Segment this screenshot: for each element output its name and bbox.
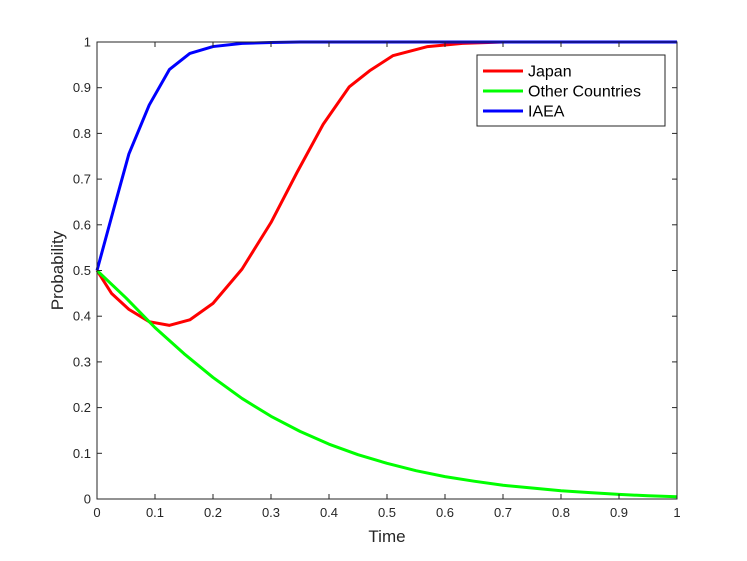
x-axis-label: Time — [368, 527, 405, 546]
y-tick-label: 0.8 — [73, 126, 91, 141]
legend-label-other-countries: Other Countries — [528, 84, 641, 101]
y-tick-label: 0 — [84, 492, 91, 507]
y-tick-label: 0.3 — [73, 354, 91, 369]
y-axis-label: Probability — [48, 230, 67, 310]
y-tick-label: 0.9 — [73, 80, 91, 95]
x-tick-label: 0 — [93, 505, 100, 520]
x-tick-label: 0.2 — [204, 505, 222, 520]
x-tick-label: 0.4 — [320, 505, 338, 520]
y-tick-label: 0.6 — [73, 217, 91, 232]
x-tick-label: 0.8 — [552, 505, 570, 520]
y-tick-label: 0.7 — [73, 172, 91, 187]
y-tick-label: 0.5 — [73, 263, 91, 278]
ticks-layer: 0 0.1 0.2 0.3 0.4 0.5 0.6 0.7 0.8 0.9 1 0 0.1 0.2 0.3 0… — [73, 35, 681, 521]
legend-label-iaea: IAEA — [528, 104, 565, 121]
x-tick-label: 0.1 — [146, 505, 164, 520]
x-tick-label: 0.5 — [378, 505, 396, 520]
y-tick-label: 0.1 — [73, 446, 91, 461]
y-tick-label: 0.2 — [73, 400, 91, 415]
y-tick-label: 1 — [84, 35, 91, 50]
legend-items: Japan Other Countries IAEA — [483, 64, 641, 121]
x-tick-label: 0.3 — [262, 505, 280, 520]
x-tick-label: 0.6 — [436, 505, 454, 520]
legend-label-japan: Japan — [528, 64, 572, 81]
x-tick-label: 0.7 — [494, 505, 512, 520]
x-tick-label: 0.9 — [610, 505, 628, 520]
x-tick-label: 1 — [673, 505, 680, 520]
y-tick-label: 0.4 — [73, 309, 91, 324]
series-line-other-countries — [95, 269, 678, 499]
legend: Japan Other Countries IAEA — [476, 54, 666, 127]
